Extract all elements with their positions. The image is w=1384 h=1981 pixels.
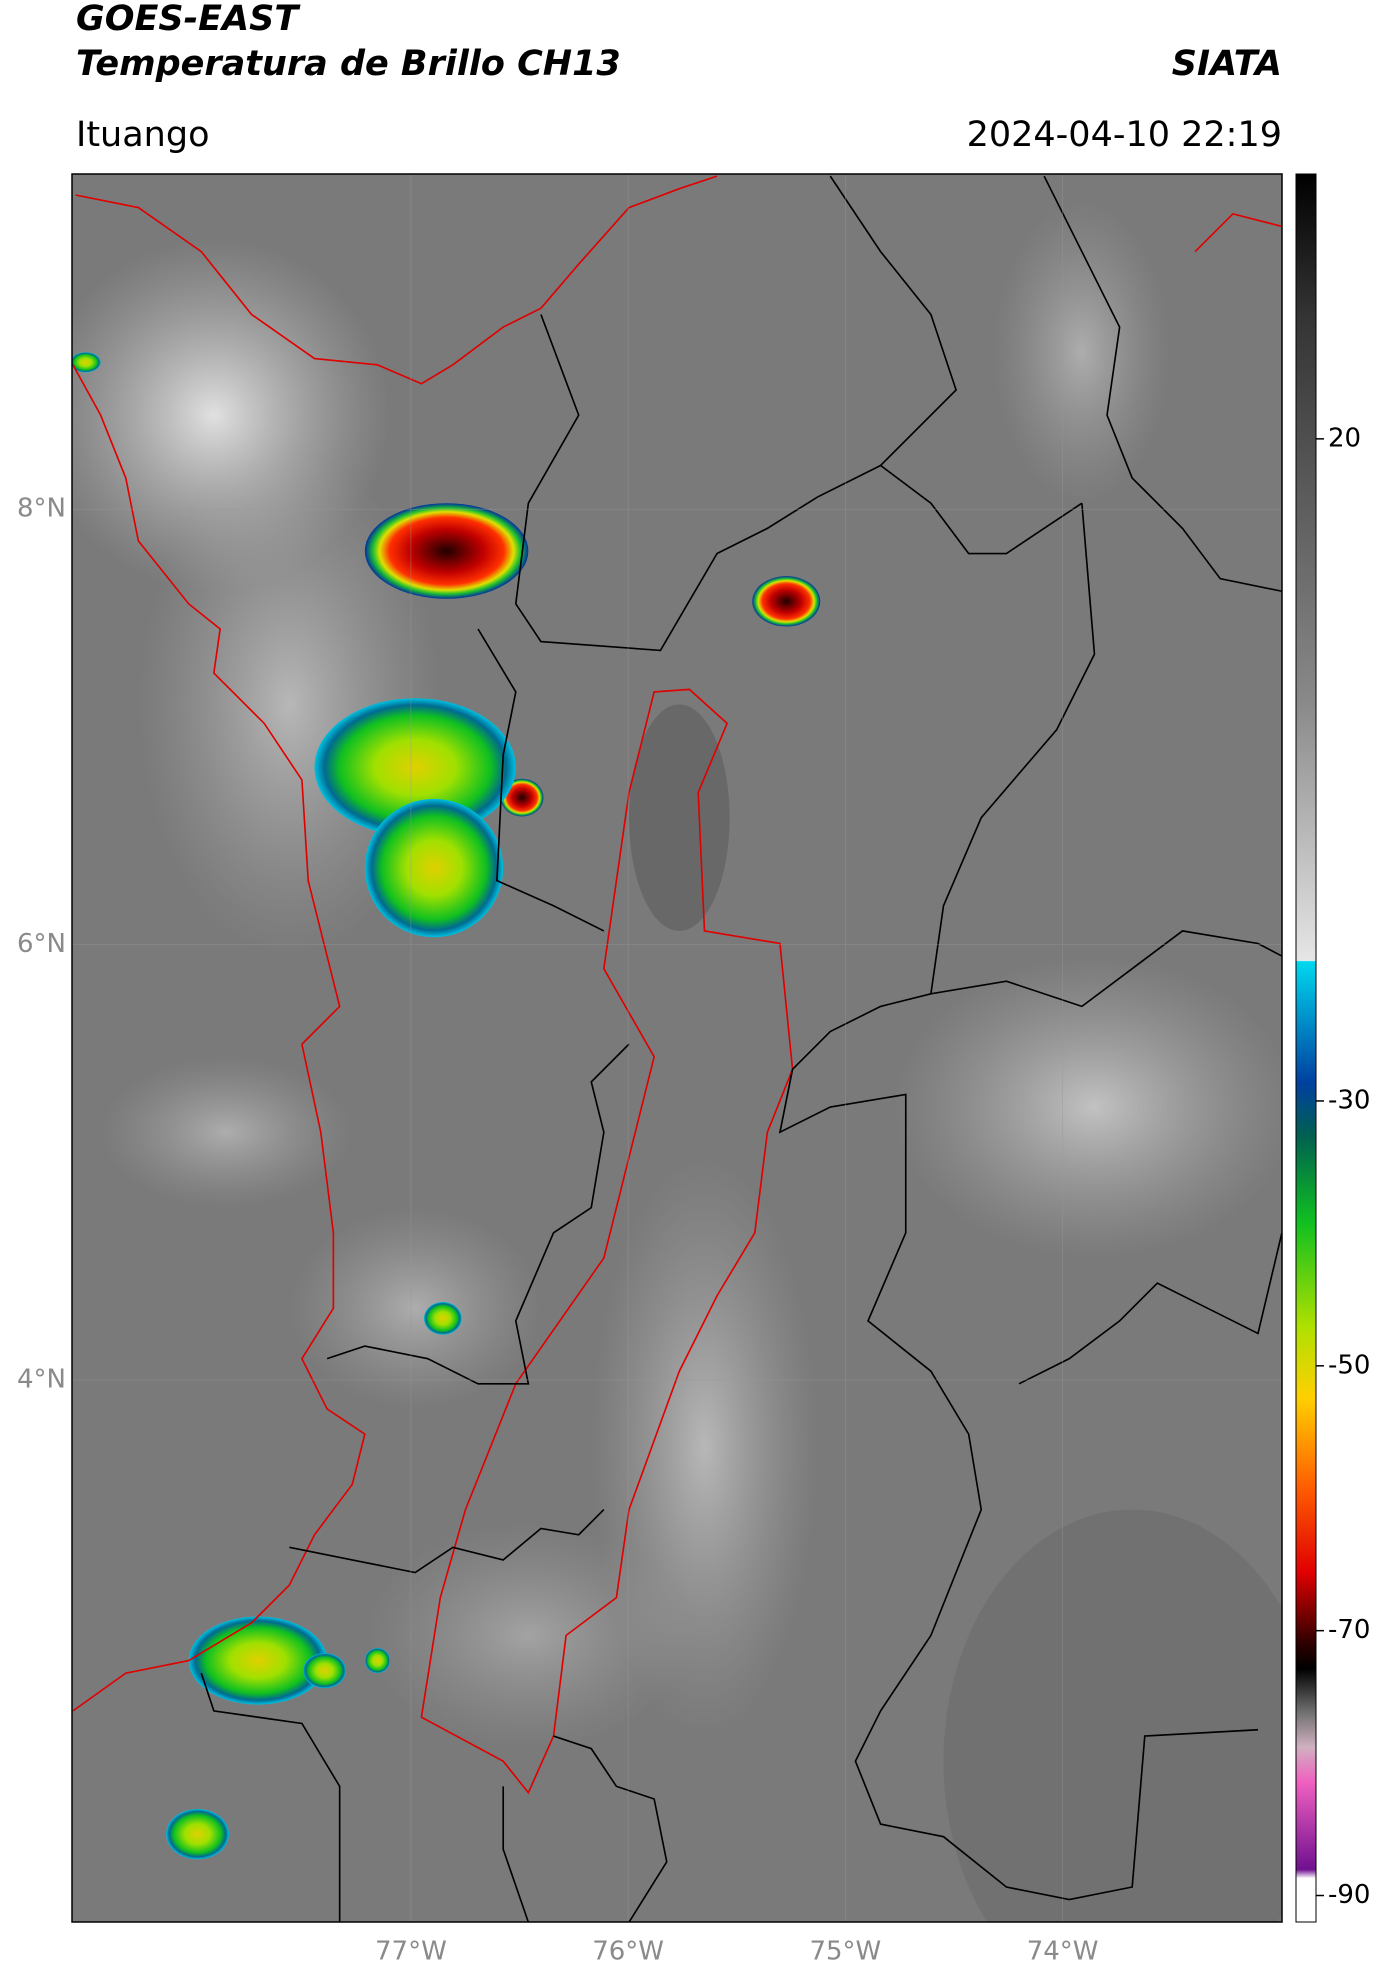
- map-frame: [71, 173, 1283, 1923]
- colorbar-tick-label: -50: [1328, 1350, 1370, 1380]
- datetime: 2024-04-10 22:19: [967, 115, 1282, 155]
- graticule: [72, 174, 1282, 1922]
- lon-tick-label: 74°W: [1027, 1937, 1099, 1967]
- colorbar-tick-label: -90: [1328, 1880, 1370, 1910]
- colorbar-tick-label: 20: [1328, 423, 1361, 453]
- lon-tick-label: 76°W: [592, 1937, 664, 1967]
- map-area: [72, 174, 1282, 1922]
- lon-tick-label: 77°W: [375, 1937, 447, 1967]
- colorbar-tick-label: -70: [1328, 1615, 1370, 1645]
- colorbar-tick-label: -30: [1328, 1085, 1370, 1115]
- lat-tick-label: 8°N: [17, 494, 66, 524]
- location: Ituango: [76, 115, 210, 155]
- agency: SIATA: [1172, 44, 1282, 84]
- lon-tick-label: 75°W: [809, 1937, 881, 1967]
- lat-tick-label: 4°N: [17, 1364, 66, 1394]
- lat-tick-label: 6°N: [17, 929, 66, 959]
- colorbar: [1295, 173, 1317, 1923]
- title: Temperatura de Brillo CH13: [76, 44, 621, 84]
- imagery: [72, 175, 1282, 1922]
- title: GOES-EAST: [76, 0, 301, 39]
